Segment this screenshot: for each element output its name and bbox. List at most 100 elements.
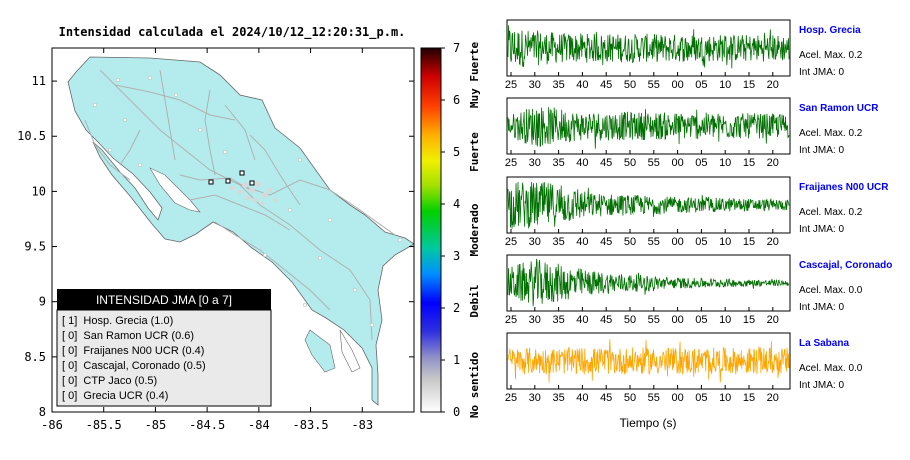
- trace-xtick-label: 00: [671, 79, 683, 91]
- legend-item: [ 0] Fraijanes N00 UCR (0.4): [62, 345, 204, 357]
- accel-max: Acel. Max. 0.2: [799, 128, 863, 139]
- map-ytick-label: 9.5: [24, 240, 46, 254]
- trace-line: [507, 258, 790, 307]
- colorbar-label-fuerte: Fuerte: [468, 132, 481, 172]
- trace-xtick-label: 30: [529, 157, 541, 169]
- int-jma: Int JMA: 0: [799, 67, 844, 78]
- map-ytick-label: 9: [39, 295, 46, 309]
- trace-xtick-label: 05: [695, 157, 707, 169]
- map-xtick-label: -85.5: [86, 418, 122, 432]
- trace-xtick-label: 50: [624, 236, 636, 248]
- town-dots: [92, 75, 403, 328]
- map-axes: -86 -85.5 -85 -84.5 -84 -83.5 -83 11 10.5 10 9.5 9 8…: [17, 48, 414, 432]
- trace-xtick-label: 30: [529, 392, 541, 404]
- trace-xtick-label: 15: [743, 79, 755, 91]
- trace-line: [507, 107, 790, 149]
- station-name: Fraijanes N00 UCR: [799, 182, 889, 193]
- trace-xtick-label: 20: [767, 236, 779, 248]
- osa-peninsula: [304, 329, 336, 373]
- trace-xtick-label: 05: [695, 314, 707, 326]
- trace-xtick-label: 50: [624, 157, 636, 169]
- city-markers: [229, 181, 277, 205]
- trace-xtick-label: 30: [529, 79, 541, 91]
- trace-xtick-label: 50: [624, 392, 636, 404]
- station-marker: [225, 178, 231, 184]
- int-jma: Int JMA: 0: [799, 380, 844, 391]
- trace-line: [507, 181, 790, 229]
- trace-xtick-label: 10: [719, 79, 731, 91]
- intensity-colorbar: 0 1 2 3 4 5 6 7 No sentido Debil Moderado Fuert…: [420, 41, 481, 419]
- trace-xtick-label: 10: [719, 392, 731, 404]
- trace-frame: [506, 19, 791, 77]
- trace-xtick-label: 25: [505, 392, 517, 404]
- legend-item: [ 0] Cascajal, Coronado (0.5): [62, 360, 206, 372]
- colorbar-label-muy-fuerte: Muy Fuerte: [468, 42, 481, 109]
- seismogram-panel: 25 30 35 40 45 50 55 00 05 10 15 20 Fraijanes N00 UC…: [505, 176, 889, 248]
- trace-xtick-label: 55: [648, 79, 660, 91]
- station-marker: [249, 180, 255, 186]
- trace-xtick-label: 25: [505, 157, 517, 169]
- golfo-dulce: [339, 329, 361, 373]
- legend-item: [ 0] San Ramon UCR (0.6): [62, 330, 194, 342]
- trace-xtick-label: 05: [695, 392, 707, 404]
- colorbar-tick-label: 2: [453, 301, 460, 315]
- trace-xtick-label: 25: [505, 236, 517, 248]
- x-axis-label: Tiempo (s): [620, 416, 677, 430]
- colorbar-tick-label: 7: [453, 41, 460, 55]
- trace-xtick-label: 30: [529, 236, 541, 248]
- map-xtick-label: -84: [248, 418, 270, 432]
- trace-xtick-label: 25: [505, 79, 517, 91]
- int-jma: Int JMA: 0: [799, 302, 844, 313]
- station-name: La Sabana: [799, 338, 849, 349]
- station-name: Hosp. Grecia: [799, 25, 861, 36]
- trace-xtick-label: 00: [671, 392, 683, 404]
- trace-xtick-label: 00: [671, 236, 683, 248]
- trace-xtick-label: 45: [600, 314, 612, 326]
- colorbar-tick-label: 6: [453, 93, 460, 107]
- colorbar-gradient: [420, 47, 442, 413]
- trace-xtick-label: 35: [552, 392, 564, 404]
- trace-xtick-label: 15: [743, 157, 755, 169]
- map-title: Intensidad calculada el 2024/10/12_12:20…: [59, 25, 406, 40]
- trace-xtick-label: 15: [743, 314, 755, 326]
- trace-xtick-label: 00: [671, 157, 683, 169]
- trace-xtick-label: 40: [576, 314, 588, 326]
- accel-max: Acel. Max. 0.2: [799, 207, 863, 218]
- colorbar-label-debil: Debil: [468, 284, 481, 317]
- trace-xtick-label: 55: [648, 392, 660, 404]
- map-xtick-label: -86: [41, 418, 63, 432]
- trace-xtick-label: 20: [767, 314, 779, 326]
- colorbar-tick-label: 0: [453, 405, 460, 419]
- station-name: Cascajal, Coronado: [799, 260, 892, 271]
- trace-xtick-label: 40: [576, 236, 588, 248]
- map-ytick-label: 8: [39, 405, 46, 419]
- trace-line: [507, 339, 790, 383]
- map-xtick-label: -85: [145, 418, 167, 432]
- colorbar-tick-label: 3: [453, 249, 460, 263]
- trace-xtick-label: 20: [767, 79, 779, 91]
- colorbar-label-no-sentido: No sentido: [468, 352, 481, 419]
- legend-header-bg: [57, 289, 271, 310]
- legend-item: [ 1] Hosp. Grecia (1.0): [62, 315, 173, 327]
- trace-xtick-label: 35: [552, 157, 564, 169]
- trace-xtick-label: 40: [576, 157, 588, 169]
- trace-xtick-label: 15: [743, 392, 755, 404]
- trace-xtick-label: 50: [624, 79, 636, 91]
- trace-xtick-label: 10: [719, 236, 731, 248]
- accel-max: Acel. Max. 0.2: [799, 50, 863, 61]
- legend-item: [ 0] Grecia UCR (0.4): [62, 390, 168, 402]
- legend-item: [ 0] CTP Jaco (0.5): [62, 375, 157, 387]
- costa-rica-landmass: [67, 56, 414, 406]
- trace-xtick-label: 30: [529, 314, 541, 326]
- map-xtick-label: -83.5: [293, 418, 329, 432]
- trace-xtick-label: 05: [695, 79, 707, 91]
- trace-xtick-label: 45: [600, 236, 612, 248]
- road-network: [84, 69, 396, 341]
- seismogram-panel: 25 30 35 40 45 50 55 00 05 10 15 20 La Sabana Acel. M…: [505, 332, 863, 404]
- trace-xtick-label: 55: [648, 236, 660, 248]
- map-ytick-label: 10: [32, 184, 46, 198]
- colorbar-tick-label: 1: [453, 353, 460, 367]
- station-marker: [239, 170, 245, 176]
- seismogram-panel: 25 30 35 40 45 50 55 00 05 10 15 20 San Ramon UCR Ace…: [505, 97, 879, 169]
